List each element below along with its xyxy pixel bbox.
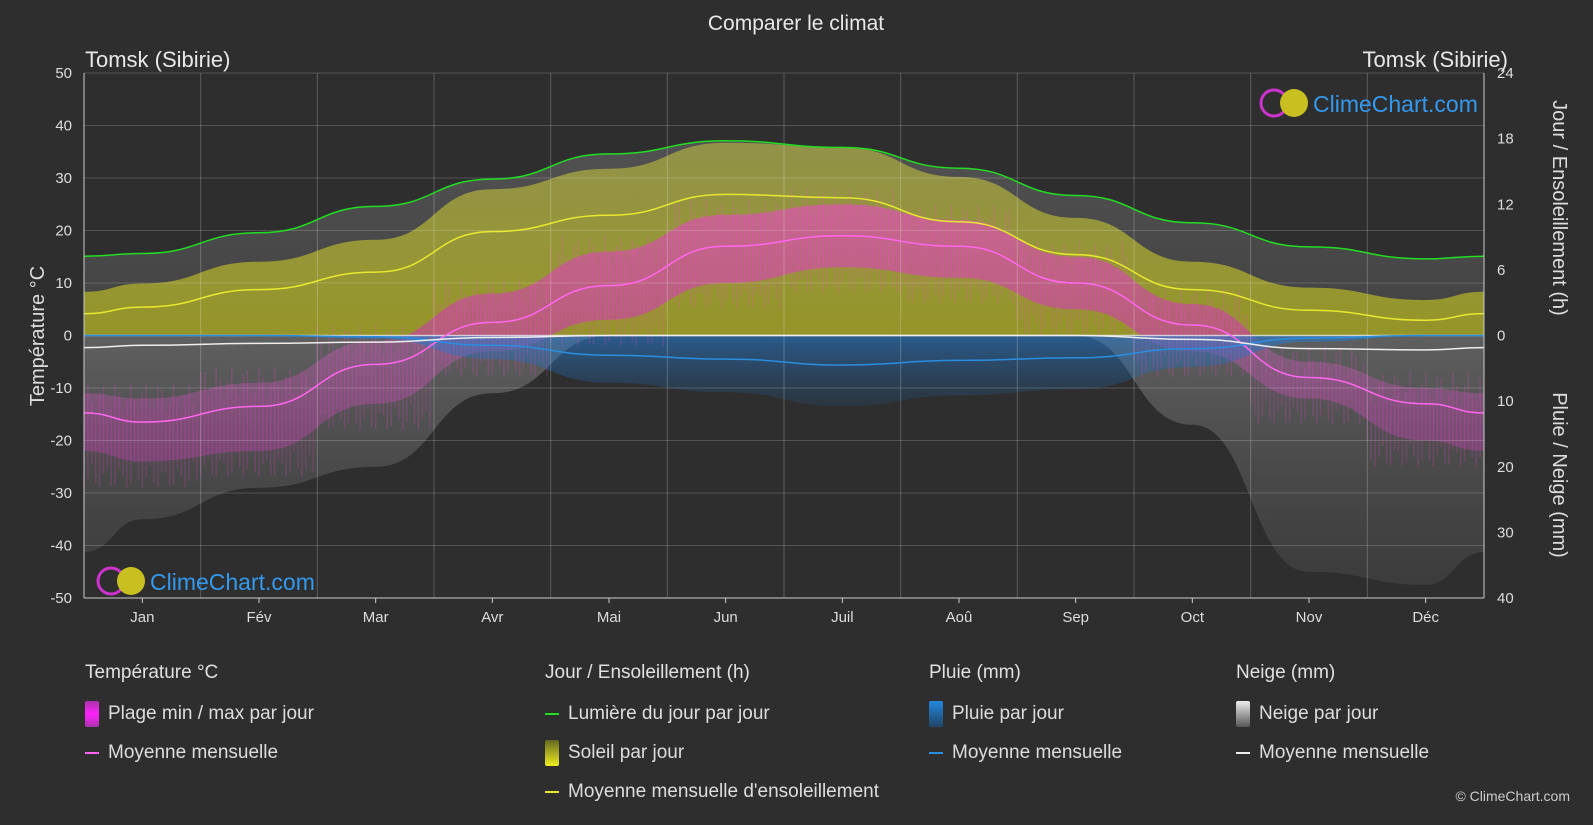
legend-item-sunshine-mean: Moyenne mensuelle d'ensoleillement [545, 778, 879, 806]
y-left-tick-label: 30 [55, 170, 72, 187]
watermark-text: ClimeChart.com [1313, 91, 1478, 117]
logo-sun-icon [117, 567, 145, 595]
series-lines [83, 140, 1485, 423]
y-right-top-tick-label: 0 [1497, 328, 1505, 345]
y-left-tick-label: -50 [50, 590, 72, 607]
snow-mean-swatch [1236, 752, 1250, 754]
rain-swatch [929, 701, 943, 727]
y-left-tick-label: 0 [64, 328, 72, 345]
legend-label: Lumière du jour par jour [568, 703, 770, 724]
legend-label: Plage min / max par jour [108, 703, 314, 724]
legend-title: Température °C [85, 662, 219, 683]
x-tick-label: Mai [597, 609, 621, 626]
legend-item-sunshine: Soleil par jour [545, 739, 879, 767]
legend-rain: Pluie (mm) Pluie par jour Moyenne mensue… [929, 662, 1122, 778]
temp-range-swatch [85, 701, 99, 727]
y-right-top-tick-label: 6 [1497, 262, 1505, 279]
y-left-tick-label: 50 [55, 65, 72, 82]
x-tick-label: Jun [714, 609, 738, 626]
area-layer [83, 140, 1484, 585]
legend-item-rain-mean: Moyenne mensuelle [929, 739, 1122, 767]
logo-sun-icon [1280, 89, 1308, 117]
x-tick-label: Mar [363, 609, 389, 626]
legend-item-temp-range: Plage min / max par jour [85, 700, 314, 728]
y-right-bottom-tick-label: 20 [1497, 459, 1514, 476]
y-left-tick-label: -30 [50, 485, 72, 502]
watermark-text: ClimeChart.com [150, 569, 315, 595]
y-right-bottom-tick-label: 10 [1497, 393, 1514, 410]
legend-label: Moyenne mensuelle [952, 742, 1123, 763]
y-right-bottom-tick-label: 30 [1497, 524, 1514, 541]
sunshine-swatch [545, 740, 559, 766]
y-right-top-tick-label: 12 [1497, 196, 1514, 213]
y-left-tick-label: 40 [55, 118, 72, 135]
sunshine-mean-swatch [545, 791, 559, 793]
sunshine-mean-line [83, 193, 1485, 321]
legend-title: Pluie (mm) [929, 662, 1021, 683]
x-tick-label: Nov [1296, 609, 1323, 626]
legend-snow: Neige (mm) Neige par jour Moyenne mensue… [1236, 662, 1429, 778]
y-axis-right-top-label: Jour / Ensoleillement (h) [1548, 100, 1570, 316]
location-left: Tomsk (Sibirie) [85, 47, 230, 72]
y-right-bottom-tick-label: 40 [1497, 590, 1514, 607]
temp-mean-line [83, 235, 1485, 423]
snow-area [84, 335, 1484, 585]
y-left-tick-label: -20 [50, 433, 72, 450]
x-tick-label: Aoû [946, 609, 973, 626]
y-right-top-tick-label: 18 [1497, 131, 1514, 148]
daylight-line [83, 140, 1485, 260]
watermark-top: ClimeChart.com [1259, 88, 1478, 118]
legend-item-daylight: Lumière du jour par jour [545, 700, 879, 728]
copyright: © ClimeChart.com [1455, 788, 1570, 804]
snow-swatch [1236, 701, 1250, 727]
legend-item-temp-mean: Moyenne mensuelle [85, 739, 314, 767]
rain-mean-swatch [929, 752, 943, 754]
legend-title: Jour / Ensoleillement (h) [545, 662, 750, 683]
temp-mean-swatch [85, 752, 99, 754]
daylight-swatch [545, 713, 559, 715]
legend-temperature: Température °C Plage min / max par jour … [85, 662, 314, 778]
x-tick-label: Fév [246, 609, 272, 626]
chart-title: Comparer le climat [708, 12, 884, 35]
y-left-tick-label: 20 [55, 223, 72, 240]
legend-label: Moyenne mensuelle d'ensoleillement [568, 781, 879, 802]
legend-item-snow: Neige par jour [1236, 700, 1429, 728]
y-left-tick-label: 10 [55, 275, 72, 292]
legend-label: Neige par jour [1259, 703, 1379, 724]
rain-mean-line [84, 334, 1484, 366]
legend-daylight: Jour / Ensoleillement (h) Lumière du jou… [545, 662, 879, 817]
x-tick-label: Jan [130, 609, 154, 626]
legend-item-rain: Pluie par jour [929, 700, 1122, 728]
axes: 50 40 30 20 10 0 -10 -20 -30 -40 -50 24 18 12 6 0 10 20 30… [50, 65, 1513, 626]
x-tick-label: Sep [1062, 609, 1089, 626]
y-left-tick-label: -40 [50, 538, 72, 555]
x-tick-label: Juil [831, 609, 854, 626]
legend-item-snow-mean: Moyenne mensuelle [1236, 739, 1429, 767]
legend-label: Pluie par jour [952, 703, 1064, 724]
legend-title: Neige (mm) [1236, 662, 1336, 683]
y-axis-right-bottom-label: Pluie / Neige (mm) [1548, 392, 1570, 558]
y-right-top-tick-label: 24 [1497, 65, 1514, 82]
snow-mean-line [83, 334, 1485, 351]
legend-label: Soleil par jour [568, 742, 685, 763]
legend-label: Moyenne mensuelle [108, 742, 279, 763]
y-left-tick-label: -10 [50, 380, 72, 397]
location-right: Tomsk (Sibirie) [1363, 47, 1508, 72]
watermark-bottom: ClimeChart.com [96, 566, 315, 596]
legend-label: Moyenne mensuelle [1259, 742, 1430, 763]
x-tick-label: Déc [1412, 609, 1439, 626]
y-axis-left-label: Température °C [27, 266, 49, 406]
x-tick-label: Oct [1181, 609, 1205, 626]
x-tick-label: Avr [481, 609, 503, 626]
